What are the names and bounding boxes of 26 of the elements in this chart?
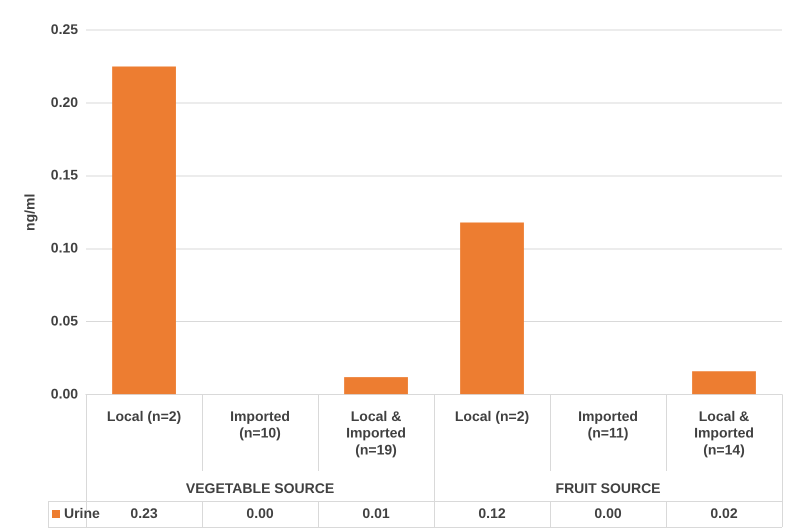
data-label: 0.02 <box>710 504 738 521</box>
x-tick-label: Local (n=2) <box>454 408 530 424</box>
x-tick-label: Imported (n=11) <box>578 408 638 441</box>
bar <box>344 377 408 394</box>
y-tick-label: 0.15 <box>50 166 78 183</box>
y-axis-title: ng/ml <box>21 194 38 231</box>
text: VEGETABLE SOURCE <box>186 480 334 496</box>
data-label: 0.23 <box>130 504 158 521</box>
y-tick-label: 0.10 <box>50 240 78 256</box>
y-tick-label: 0.05 <box>50 312 78 329</box>
bar <box>692 371 756 394</box>
x-tick-label: Imported (n=10) <box>230 408 290 441</box>
x-tick-label: Local (n=2) <box>106 408 182 424</box>
text: FRUIT SOURCE <box>556 480 661 496</box>
y-tick-label: 0.00 <box>50 385 78 402</box>
x-tick-label: Local & Imported (n=19) <box>346 408 406 458</box>
data-label: 0.00 <box>246 504 274 521</box>
data-label: 0.12 <box>478 504 506 521</box>
x-tick-label: Local & Imported (n=14) <box>694 408 754 458</box>
data-label: 0.00 <box>594 504 622 521</box>
legend-label: Urine <box>64 504 100 521</box>
y-tick-label: 0.20 <box>50 94 78 110</box>
bar <box>112 66 176 394</box>
y-tick-label: 0.25 <box>50 20 78 37</box>
bar <box>460 222 524 394</box>
data-label: 0.01 <box>362 504 390 521</box>
